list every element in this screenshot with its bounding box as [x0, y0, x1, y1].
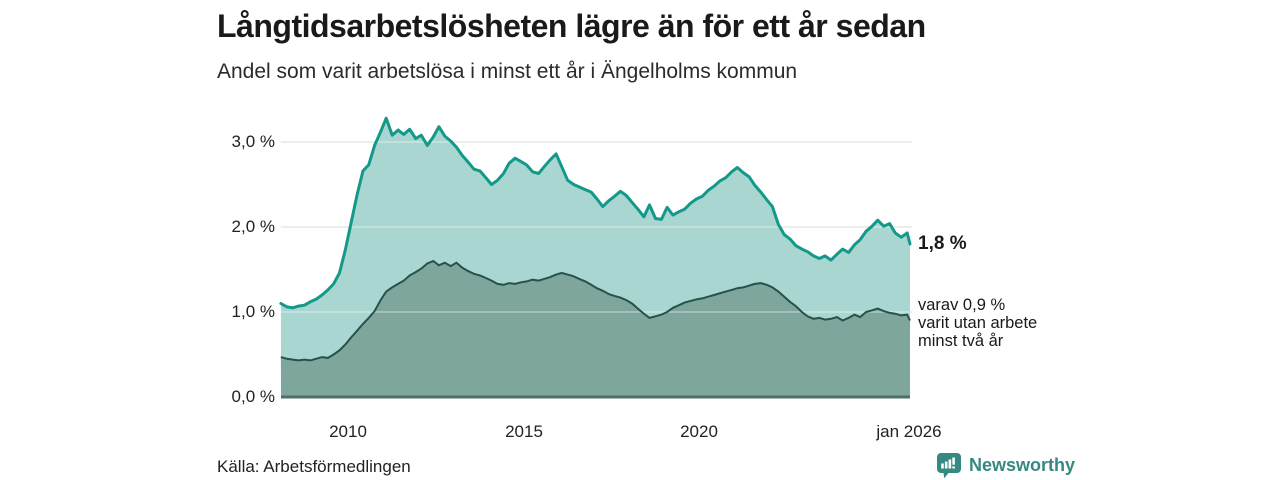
brand-name: Newsworthy [969, 454, 1076, 475]
end-value-label-2yr-line1: varav 0,9 % [918, 296, 1006, 314]
page-subtitle: Andel som varit arbetslösa i minst ett å… [217, 60, 798, 83]
brand-lockup: Newsworthy [936, 451, 1075, 479]
y-axis-tick-3pct: 3,0 % [231, 132, 275, 151]
end-value-label-1yr: 1,8 % [918, 233, 967, 254]
newsworthy-logo-icon [937, 452, 961, 478]
y-axis-tick-0pct: 0,0 % [231, 387, 275, 406]
source-attribution: Källa: Arbetsförmedlingen [217, 457, 411, 476]
line-unemployed-2yr [280, 259, 911, 362]
end-value-label-2yr-line3: minst två år [918, 332, 1004, 350]
gridlines-over-fill [281, 141, 912, 313]
line-unemployed-1yr [279, 116, 912, 310]
y-axis-tick-1pct: 1,0 % [231, 302, 275, 321]
x-axis-tick-jan-2026: jan 2026 [876, 422, 942, 441]
end-value-label-2yr: varav 0,9 % varit utan arbete minst två … [918, 296, 1037, 350]
y-axis-tick-2pct: 2,0 % [231, 217, 275, 236]
area-unemployed-2yr [280, 261, 910, 397]
x-axis-tick-2020: 2020 [680, 422, 718, 441]
x-axis-tick-2010: 2010 [329, 422, 367, 441]
page-title: Långtidsarbetslösheten lägre än för ett … [217, 8, 926, 44]
x-axis-tick-2015: 2015 [505, 422, 543, 441]
end-value-label-2yr-line2: varit utan arbete [918, 314, 1038, 332]
